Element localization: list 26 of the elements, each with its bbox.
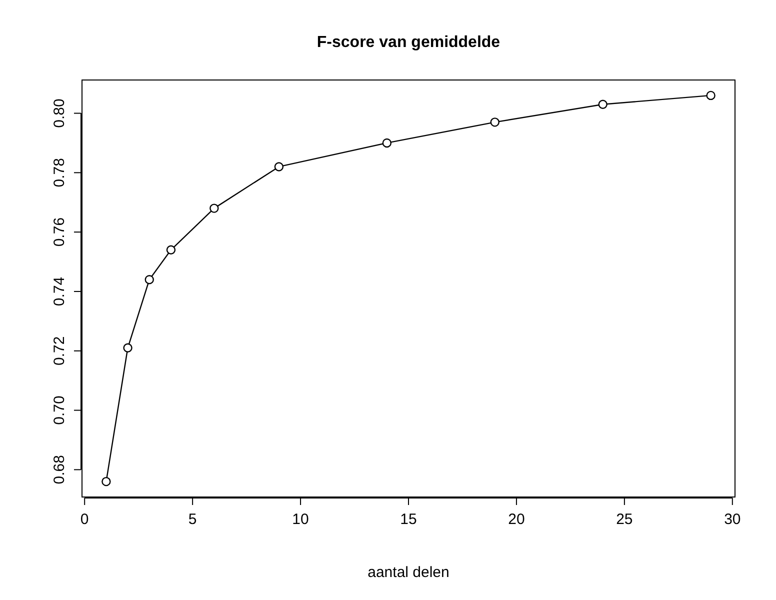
y-tick-label: 0.80	[51, 98, 68, 128]
point	[274, 162, 284, 172]
y-tick-label: 0.78	[51, 158, 68, 188]
point	[102, 476, 111, 486]
y-tick-label: 0.70	[51, 396, 68, 425]
y-tick-label: 0.72	[51, 336, 68, 366]
x-axis-title: aantal delen	[368, 564, 450, 581]
y-tick-label: 0.74	[51, 276, 68, 306]
point	[706, 90, 716, 100]
x-tick-label: 20	[508, 511, 525, 528]
y-tick-label: 0.76	[51, 217, 68, 247]
point	[144, 274, 154, 284]
point	[210, 204, 219, 213]
x-tick-label: 10	[292, 511, 309, 528]
point	[382, 138, 392, 148]
point	[166, 245, 176, 254]
point	[123, 343, 132, 352]
chart-title: F-score van gemiddelde	[316, 34, 500, 51]
x-tick-label: 5	[188, 511, 197, 528]
point	[598, 100, 608, 109]
point	[490, 118, 500, 127]
x-tick-label: 30	[724, 511, 741, 528]
x-tick-label: 25	[616, 511, 633, 528]
y-tick-label: 0.68	[51, 455, 68, 484]
x-tick-label: 0	[80, 511, 89, 528]
x-tick-label: 15	[400, 511, 417, 528]
